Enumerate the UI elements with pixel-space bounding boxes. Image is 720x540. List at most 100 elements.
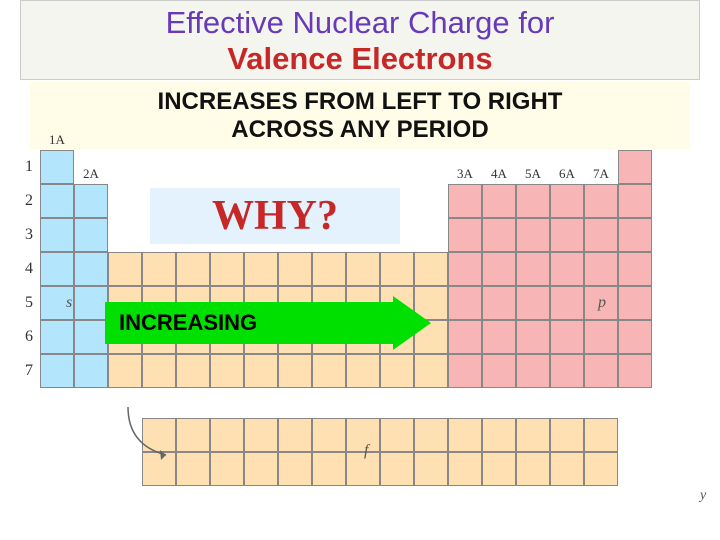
d-cell [278, 354, 312, 388]
f-cell [516, 452, 550, 486]
arrow-body: INCREASING [105, 302, 395, 344]
f-cell [312, 452, 346, 486]
row-label-4: 4 [15, 260, 33, 278]
f-cell [244, 452, 278, 486]
trend-banner: INCREASES FROM LEFT TO RIGHT ACROSS ANY … [30, 82, 690, 149]
p-cell [448, 184, 482, 218]
s-cell [40, 354, 74, 388]
p-cell [516, 320, 550, 354]
title-line-1: Effective Nuclear Charge for [21, 5, 699, 41]
p-cell [584, 252, 618, 286]
p-cell [550, 320, 584, 354]
s-cell [40, 150, 74, 184]
d-cell [380, 252, 414, 286]
s-cell [40, 252, 74, 286]
d-cell [414, 354, 448, 388]
why-text: WHY? [212, 192, 338, 240]
s-cell [74, 218, 108, 252]
col-label-2A: 2A [76, 166, 106, 182]
p-cell [482, 218, 516, 252]
banner-line-1: INCREASES FROM LEFT TO RIGHT [30, 88, 690, 116]
p-cell [448, 252, 482, 286]
d-cell [312, 252, 346, 286]
p-cell [550, 354, 584, 388]
f-cell [210, 452, 244, 486]
d-cell [346, 252, 380, 286]
d-cell [244, 354, 278, 388]
f-block-label: f [364, 442, 368, 460]
p-cell [482, 184, 516, 218]
d-cell [244, 252, 278, 286]
f-cell [448, 452, 482, 486]
f-cell [380, 452, 414, 486]
f-cell [448, 418, 482, 452]
f-cell [346, 452, 380, 486]
title-box: Effective Nuclear Charge for Valence Ele… [20, 0, 700, 80]
increasing-arrow: INCREASING [105, 296, 435, 350]
arrow-text: INCREASING [119, 310, 257, 336]
p-cell [516, 354, 550, 388]
f-cell [414, 418, 448, 452]
s-cell [74, 320, 108, 354]
why-callout: WHY? [150, 188, 400, 244]
p-cell [618, 320, 652, 354]
banner-line-2: ACROSS ANY PERIOD [30, 116, 690, 144]
d-cell [414, 252, 448, 286]
p-cell [516, 218, 550, 252]
col-label-6A: 6A [552, 166, 582, 182]
y-glyph: y [700, 488, 706, 504]
p-cell [618, 252, 652, 286]
f-cell [312, 418, 346, 452]
s-cell [74, 184, 108, 218]
row-label-2: 2 [15, 192, 33, 210]
f-cell [346, 418, 380, 452]
p-cell [482, 252, 516, 286]
f-cell [278, 418, 312, 452]
s-cell [74, 252, 108, 286]
d-cell [176, 354, 210, 388]
p-cell [516, 252, 550, 286]
row-label-7: 7 [15, 362, 33, 380]
p-cell [584, 218, 618, 252]
p-cell [550, 218, 584, 252]
p-cell [584, 320, 618, 354]
s-cell [74, 286, 108, 320]
p-cell [482, 286, 516, 320]
col-label-4A: 4A [484, 166, 514, 182]
f-cell [482, 418, 516, 452]
s-cell [40, 184, 74, 218]
p-cell [584, 354, 618, 388]
f-cell [278, 452, 312, 486]
p-cell [448, 286, 482, 320]
s-block-label: s [66, 294, 72, 312]
f-cell [584, 418, 618, 452]
d-cell [380, 354, 414, 388]
p-cell [618, 286, 652, 320]
col-label-3A: 3A [450, 166, 480, 182]
d-cell [108, 252, 142, 286]
row-label-6: 6 [15, 328, 33, 346]
s-cell [40, 320, 74, 354]
p-cell [448, 320, 482, 354]
row-label-3: 3 [15, 226, 33, 244]
d-cell [312, 354, 346, 388]
row-label-1: 1 [15, 158, 33, 176]
col-label-7A: 7A [586, 166, 616, 182]
arrow-head-icon [393, 296, 431, 350]
f-cell [550, 418, 584, 452]
curve-arrow-icon [120, 405, 180, 465]
p-cell [516, 184, 550, 218]
p-block-label: p [598, 294, 606, 312]
f-cell [176, 418, 210, 452]
d-cell [108, 354, 142, 388]
d-cell [278, 252, 312, 286]
d-cell [142, 354, 176, 388]
s-cell [74, 354, 108, 388]
col-label-1A: 1A [42, 132, 72, 148]
f-cell [414, 452, 448, 486]
f-cell [210, 418, 244, 452]
s-cell [40, 218, 74, 252]
d-cell [210, 252, 244, 286]
p-cell [482, 320, 516, 354]
col-label-5A: 5A [518, 166, 548, 182]
